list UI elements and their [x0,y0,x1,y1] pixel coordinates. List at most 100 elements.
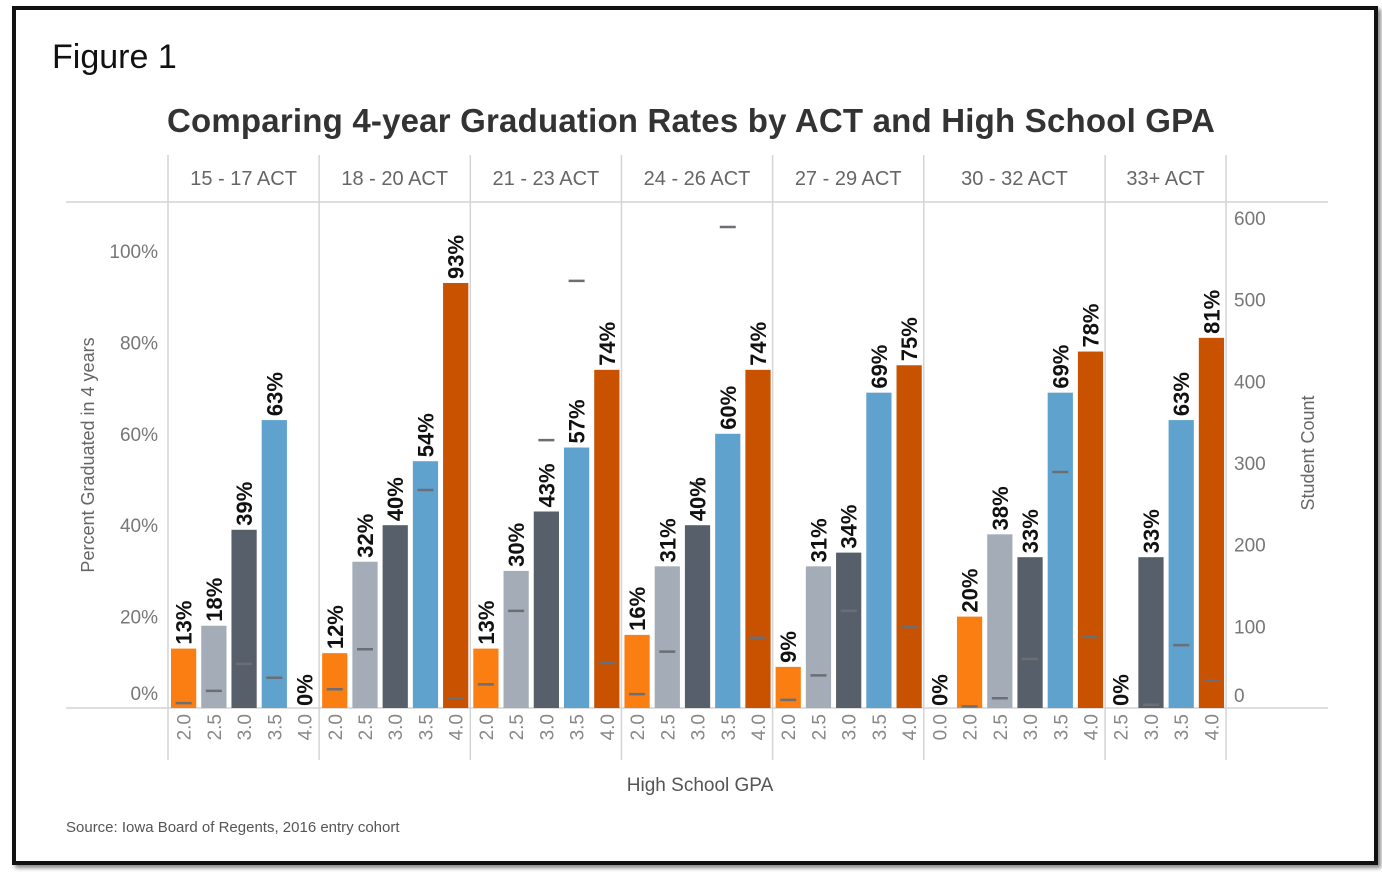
bar-3.5 [715,433,741,708]
figure-label: Figure 1 [52,38,177,76]
x-tick-label: 4.0 [1202,714,1223,740]
bar-value-label: 60% [716,386,741,430]
panel-header: 30 - 32 ACT [961,168,1068,190]
x-tick-label: 3.5 [568,714,589,740]
bar-value-label: 16% [625,587,650,631]
x-axis-label: High School GPA [627,775,774,796]
x-tick-label: 4.0 [900,714,921,740]
x-tick-label: 3.0 [386,714,407,740]
x-tick-label: 2.5 [658,714,679,740]
panel-header: 24 - 26 ACT [644,168,751,190]
y-axis-label: Percent Graduated in 4 years [78,337,98,572]
bar-2.5 [805,566,832,708]
x-tick-label: 3.0 [840,714,861,740]
panel-header: 33+ ACT [1126,168,1204,190]
bar-value-label: 40% [383,477,408,521]
bar-value-label: 33% [1139,509,1164,553]
bar-4.0 [594,369,620,708]
bar-value-label: 69% [867,345,892,389]
bar-value-label: 63% [1169,372,1194,416]
bar-value-label: 38% [988,486,1013,530]
x-tick-label: 2.0 [779,714,800,740]
y-tick-label: 60% [120,425,158,446]
bar-2.5 [987,534,1013,708]
bar-value-label: 57% [565,399,590,443]
x-tick-label: 2.5 [205,714,226,740]
x-tick-label: 2.5 [991,714,1012,740]
bar-4.0 [1198,337,1225,708]
bar-4.0 [896,365,922,708]
x-tick-label: 2.0 [961,714,982,740]
bar-value-label: 74% [746,322,771,366]
bar-3.0 [684,525,711,708]
bar-value-label: 34% [837,505,862,549]
bar-3.0 [533,511,559,708]
panel-header: 27 - 29 ACT [795,168,902,190]
panel-header: 18 - 20 ACT [341,168,448,190]
bar-2.5 [352,561,378,708]
bar-value-label: 54% [413,413,438,457]
y2-axis-label: Student Count [1298,395,1318,510]
bar-3.0 [382,525,408,708]
y2-tick-label: 300 [1234,454,1266,475]
bar-value-label: 30% [504,523,529,567]
bar-value-label: 81% [1199,290,1224,334]
x-tick-label: 2.0 [175,714,196,740]
x-tick-label: 3.0 [235,714,256,740]
x-tick-label: 2.5 [809,714,830,740]
x-tick-label: 3.5 [265,714,286,740]
bar-3.0 [231,529,257,708]
bar-2.0 [171,648,197,708]
bar-value-label: 31% [655,518,680,562]
bar-3.5 [412,461,439,708]
bar-3.5 [563,447,590,708]
x-tick-label: 3.5 [416,714,437,740]
bar-4.0 [745,369,771,708]
x-tick-label: 4.0 [749,714,770,740]
bar-value-label: 12% [323,605,348,649]
bar-value-label: 75% [897,317,922,361]
x-tick-label: 3.5 [719,714,740,740]
bar-2.0 [956,616,983,708]
bar-3.5 [866,392,892,708]
bar-3.5 [261,420,287,708]
figure-frame [12,6,1378,865]
x-tick-label: 3.0 [537,714,558,740]
x-tick-label: 4.0 [447,714,468,740]
bar-value-label: 0% [1109,674,1134,706]
x-tick-label: 3.5 [1051,714,1072,740]
x-tick-label: 3.5 [1172,714,1193,740]
bar-2.0 [775,666,801,708]
bar-4.0 [443,282,469,708]
bar-value-label: 18% [202,578,227,622]
bar-2.0 [473,648,499,708]
x-tick-label: 2.5 [356,714,377,740]
bar-value-label: 43% [534,463,559,507]
bar-4.0 [1077,351,1104,708]
y-tick-label: 100% [109,242,158,263]
x-tick-label: 3.0 [1021,714,1042,740]
y2-tick-label: 400 [1234,372,1266,393]
source-note: Source: Iowa Board of Regents, 2016 entr… [66,819,400,836]
y-tick-label: 40% [120,516,158,537]
bar-value-label: 93% [444,235,469,279]
bar-value-label: 20% [958,569,983,613]
bar-3.0 [1017,557,1043,708]
bar-3.0 [1138,557,1164,708]
bar-2.0 [624,634,650,708]
bar-value-label: 13% [474,601,499,645]
bar-2.5 [201,625,227,708]
x-tick-label: 4.0 [1082,714,1103,740]
x-tick-label: 2.0 [326,714,347,740]
bar-3.5 [1047,392,1073,708]
panel-header: 15 - 17 ACT [190,168,297,190]
y2-tick-label: 100 [1234,617,1266,638]
bar-value-label: 69% [1048,345,1073,389]
y-tick-label: 80% [120,333,158,354]
x-tick-label: 0.0 [930,714,951,740]
x-tick-label: 2.0 [628,714,649,740]
y2-tick-label: 500 [1234,291,1266,312]
bar-value-label: 33% [1018,509,1043,553]
x-tick-label: 3.0 [689,714,710,740]
x-tick-label: 2.5 [507,714,528,740]
